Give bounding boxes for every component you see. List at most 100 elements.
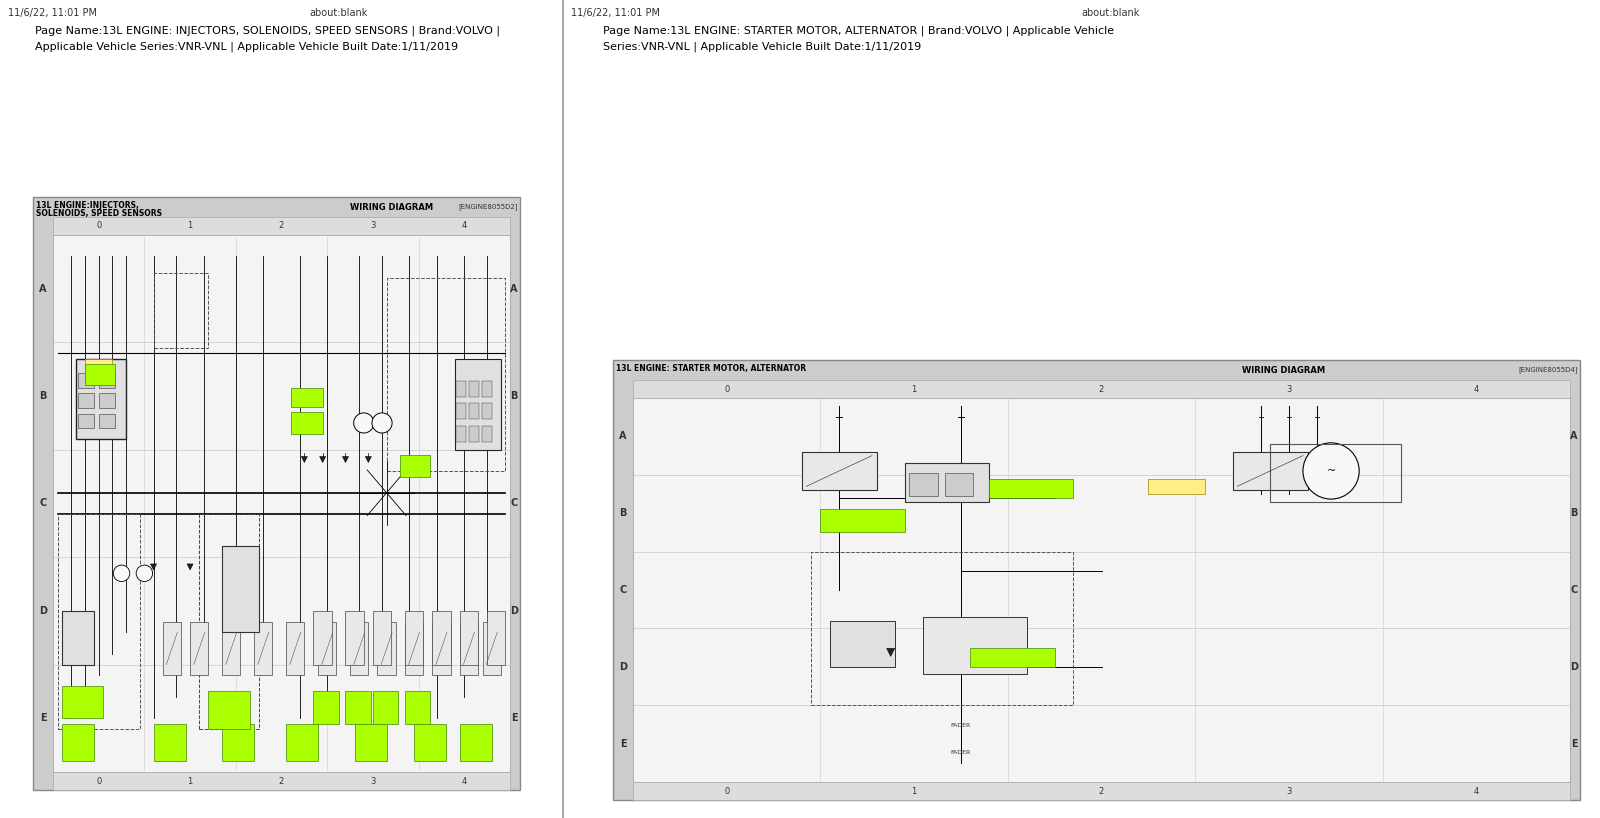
Text: WIRING DIAGRAM: WIRING DIAGRAM — [350, 203, 434, 212]
Bar — [85, 358, 112, 380]
Bar — [378, 622, 395, 676]
Text: B: B — [619, 508, 627, 518]
Text: 3: 3 — [1286, 786, 1291, 795]
Bar — [222, 622, 240, 676]
Polygon shape — [365, 456, 371, 462]
Text: E: E — [40, 713, 46, 723]
Bar — [286, 622, 304, 676]
Text: D: D — [619, 662, 627, 672]
Bar — [923, 617, 1027, 675]
Bar — [946, 473, 973, 496]
Text: A: A — [619, 431, 627, 442]
Bar — [909, 473, 938, 496]
Bar — [254, 622, 272, 676]
Bar — [456, 403, 466, 419]
Circle shape — [1302, 443, 1358, 499]
Bar — [970, 648, 1054, 667]
Bar — [400, 455, 430, 477]
Text: ~: ~ — [1326, 466, 1336, 476]
Text: A: A — [40, 284, 46, 294]
Polygon shape — [886, 649, 894, 656]
Bar — [53, 235, 510, 772]
Bar — [821, 510, 904, 533]
Text: SOLENOIDS, SPEED SENSORS: SOLENOIDS, SPEED SENSORS — [35, 209, 162, 218]
Text: 0: 0 — [725, 384, 730, 393]
Bar — [314, 611, 331, 664]
Bar — [373, 691, 398, 724]
Bar — [85, 364, 115, 385]
Bar — [154, 724, 186, 762]
Text: E: E — [1571, 739, 1578, 748]
Text: 1: 1 — [187, 776, 192, 785]
Bar — [53, 217, 510, 235]
Text: 3: 3 — [370, 776, 376, 785]
Bar — [78, 373, 94, 388]
Text: 1: 1 — [187, 222, 192, 231]
Text: FADER: FADER — [950, 723, 971, 728]
Text: 11/6/22, 11:01 PM: 11/6/22, 11:01 PM — [571, 8, 661, 18]
Polygon shape — [320, 456, 326, 462]
Bar — [486, 611, 506, 664]
Text: about:blank: about:blank — [310, 8, 368, 18]
Text: 0: 0 — [96, 222, 101, 231]
Text: E: E — [619, 739, 626, 748]
Bar — [989, 479, 1074, 498]
Bar — [1232, 452, 1307, 490]
Circle shape — [371, 413, 392, 433]
Bar — [346, 691, 371, 724]
Text: 2: 2 — [278, 776, 285, 785]
Text: 0: 0 — [725, 786, 730, 795]
Text: 4: 4 — [1474, 786, 1478, 795]
Bar — [459, 622, 478, 676]
Bar — [1270, 444, 1402, 501]
Text: 0: 0 — [96, 776, 101, 785]
Bar — [414, 724, 446, 762]
Bar — [75, 358, 126, 439]
Text: 2: 2 — [1099, 384, 1104, 393]
Text: 3: 3 — [370, 222, 376, 231]
Text: Applicable Vehicle Series:VNR-VNL | Applicable Vehicle Built Date:1/11/2019: Applicable Vehicle Series:VNR-VNL | Appl… — [35, 42, 458, 52]
Text: C: C — [510, 498, 518, 509]
Bar — [99, 373, 115, 388]
Bar — [346, 611, 363, 664]
Bar — [405, 691, 430, 724]
Bar — [78, 414, 94, 429]
Circle shape — [114, 565, 130, 582]
Text: about:blank: about:blank — [1082, 8, 1139, 18]
Bar — [163, 622, 181, 676]
Text: B: B — [1570, 508, 1578, 518]
Text: Page Name:13L ENGINE: STARTER MOTOR, ALTERNATOR | Brand:VOLVO | Applicable Vehic: Page Name:13L ENGINE: STARTER MOTOR, ALT… — [603, 25, 1114, 35]
Text: Page Name:13L ENGINE: INJECTORS, SOLENOIDS, SPEED SENSORS | Brand:VOLVO |: Page Name:13L ENGINE: INJECTORS, SOLENOI… — [35, 25, 499, 35]
Bar — [802, 452, 877, 490]
Bar — [99, 393, 115, 408]
Text: 1: 1 — [912, 786, 917, 795]
Bar — [387, 278, 506, 471]
Text: E: E — [510, 713, 517, 723]
Text: 4: 4 — [462, 222, 467, 231]
Bar — [405, 622, 422, 676]
Bar — [222, 546, 259, 632]
Text: 2: 2 — [278, 222, 285, 231]
Bar — [58, 515, 139, 729]
Bar — [459, 611, 478, 664]
Bar — [291, 388, 323, 407]
Bar — [634, 782, 1570, 800]
Text: [ENGINE8055D2]: [ENGINE8055D2] — [459, 203, 518, 209]
Text: D: D — [38, 606, 46, 616]
Bar — [469, 380, 478, 397]
Bar — [99, 414, 115, 429]
Bar — [1149, 479, 1205, 494]
Bar — [904, 463, 989, 501]
Bar — [483, 622, 501, 676]
Bar — [62, 611, 94, 664]
Text: B: B — [510, 391, 518, 401]
Bar — [634, 380, 1570, 398]
Text: A: A — [510, 284, 518, 294]
Bar — [286, 724, 318, 762]
Text: 13L ENGINE: STARTER MOTOR, ALTERNATOR: 13L ENGINE: STARTER MOTOR, ALTERNATOR — [616, 364, 806, 373]
Bar — [222, 724, 254, 762]
Bar — [350, 622, 368, 676]
Bar — [469, 425, 478, 442]
Circle shape — [136, 565, 152, 582]
Bar — [291, 412, 323, 434]
